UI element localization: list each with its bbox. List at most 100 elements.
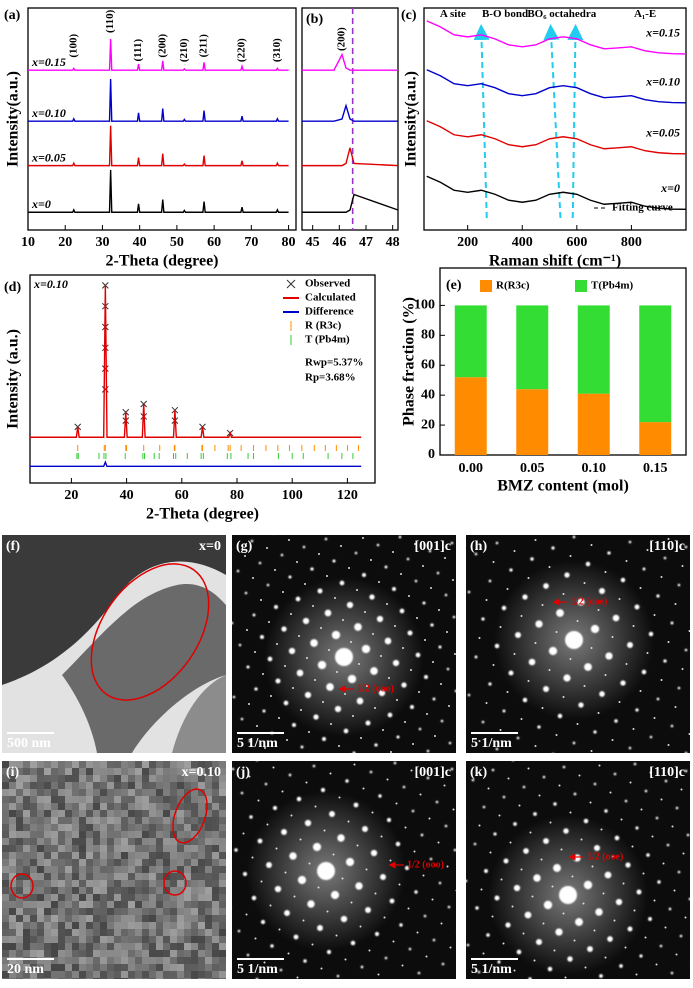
texture (86, 796, 93, 803)
texture (198, 852, 205, 859)
texture (51, 803, 58, 810)
series-line (302, 147, 399, 167)
texture (205, 887, 212, 894)
texture (191, 929, 198, 936)
superlattice-spot (647, 755, 649, 757)
diffraction-spot (543, 900, 553, 910)
texture (65, 803, 72, 810)
legend-swatch (575, 280, 587, 292)
texture (100, 915, 107, 922)
texture (177, 831, 184, 838)
texture (212, 880, 219, 887)
series-line (426, 69, 687, 104)
texture (44, 929, 51, 936)
observed-point (101, 386, 109, 393)
superlattice-spot (257, 799, 260, 802)
texture (9, 929, 16, 936)
texture (107, 761, 114, 768)
texture (44, 922, 51, 929)
texture (58, 866, 65, 873)
texture (2, 908, 9, 915)
texture (191, 866, 198, 873)
texture (51, 971, 58, 978)
superlattice-spot (662, 862, 665, 865)
texture (163, 908, 170, 915)
texture (44, 873, 51, 880)
texture (177, 796, 184, 803)
texture (58, 845, 65, 852)
texture (149, 971, 156, 978)
texture (177, 880, 184, 887)
bar-segment (639, 305, 672, 423)
texture (9, 964, 16, 971)
diffraction-spot (248, 739, 252, 743)
diffraction-spot (296, 669, 304, 677)
superlattice-spot (682, 852, 685, 855)
texture (107, 922, 114, 929)
diffraction-spot (362, 573, 366, 577)
texture (149, 901, 156, 908)
texture (128, 761, 135, 768)
diffraction-spot (302, 545, 306, 549)
diffraction-spot (530, 557, 534, 561)
scale-label: 500 nm (7, 736, 51, 751)
superlattice-spot (446, 631, 448, 633)
texture (191, 957, 198, 964)
diffraction-spot (246, 665, 250, 669)
texture (79, 824, 86, 831)
texture (121, 957, 128, 964)
texture (212, 817, 219, 824)
texture (121, 782, 128, 789)
diffraction-spot (620, 577, 626, 583)
texture (191, 894, 198, 901)
texture (16, 810, 23, 817)
texture (212, 908, 219, 915)
texture (51, 761, 58, 768)
diffraction-spot (677, 686, 681, 690)
texture (184, 817, 191, 824)
annotation: (220) (236, 38, 248, 62)
diffraction-spot (495, 747, 499, 751)
texture (16, 775, 23, 782)
diffraction-spot (297, 875, 307, 885)
texture (44, 831, 51, 838)
diffraction-spot (399, 608, 405, 614)
superlattice-spot (266, 823, 269, 826)
texture (58, 971, 65, 978)
texture (142, 908, 149, 915)
superlattice-spot (419, 793, 422, 796)
texture (156, 831, 163, 838)
diffraction-spot (324, 537, 328, 541)
legend-swatch (480, 280, 492, 292)
diffraction-spot (347, 530, 350, 533)
superlattice-spot (288, 539, 290, 541)
diffraction-spot (398, 535, 402, 539)
superlattice-spot (625, 663, 628, 665)
texture (149, 873, 156, 880)
diffraction-spot (365, 720, 371, 726)
texture (177, 901, 184, 908)
diffraction-spot (627, 642, 633, 648)
superlattice-spot (589, 801, 592, 804)
texture (9, 943, 16, 950)
diffraction-spot (361, 644, 371, 654)
texture (205, 803, 212, 810)
diffraction-spot (414, 890, 418, 894)
superlattice-spot (316, 753, 318, 755)
scale-label: 5 1/nm (237, 736, 278, 751)
series-line (28, 170, 289, 213)
texture (79, 803, 86, 810)
texture (212, 936, 219, 943)
series-line (30, 460, 362, 468)
texture (170, 782, 177, 789)
texture (177, 775, 184, 782)
texture (100, 761, 107, 768)
superlattice-spot (569, 658, 572, 660)
diffraction-spot (664, 779, 668, 783)
superlattice-spot (342, 619, 344, 621)
texture (100, 782, 107, 789)
diffraction-spot (304, 691, 312, 699)
texture (44, 866, 51, 873)
diffraction-spot (264, 782, 268, 786)
superlattice-spot (446, 865, 449, 868)
